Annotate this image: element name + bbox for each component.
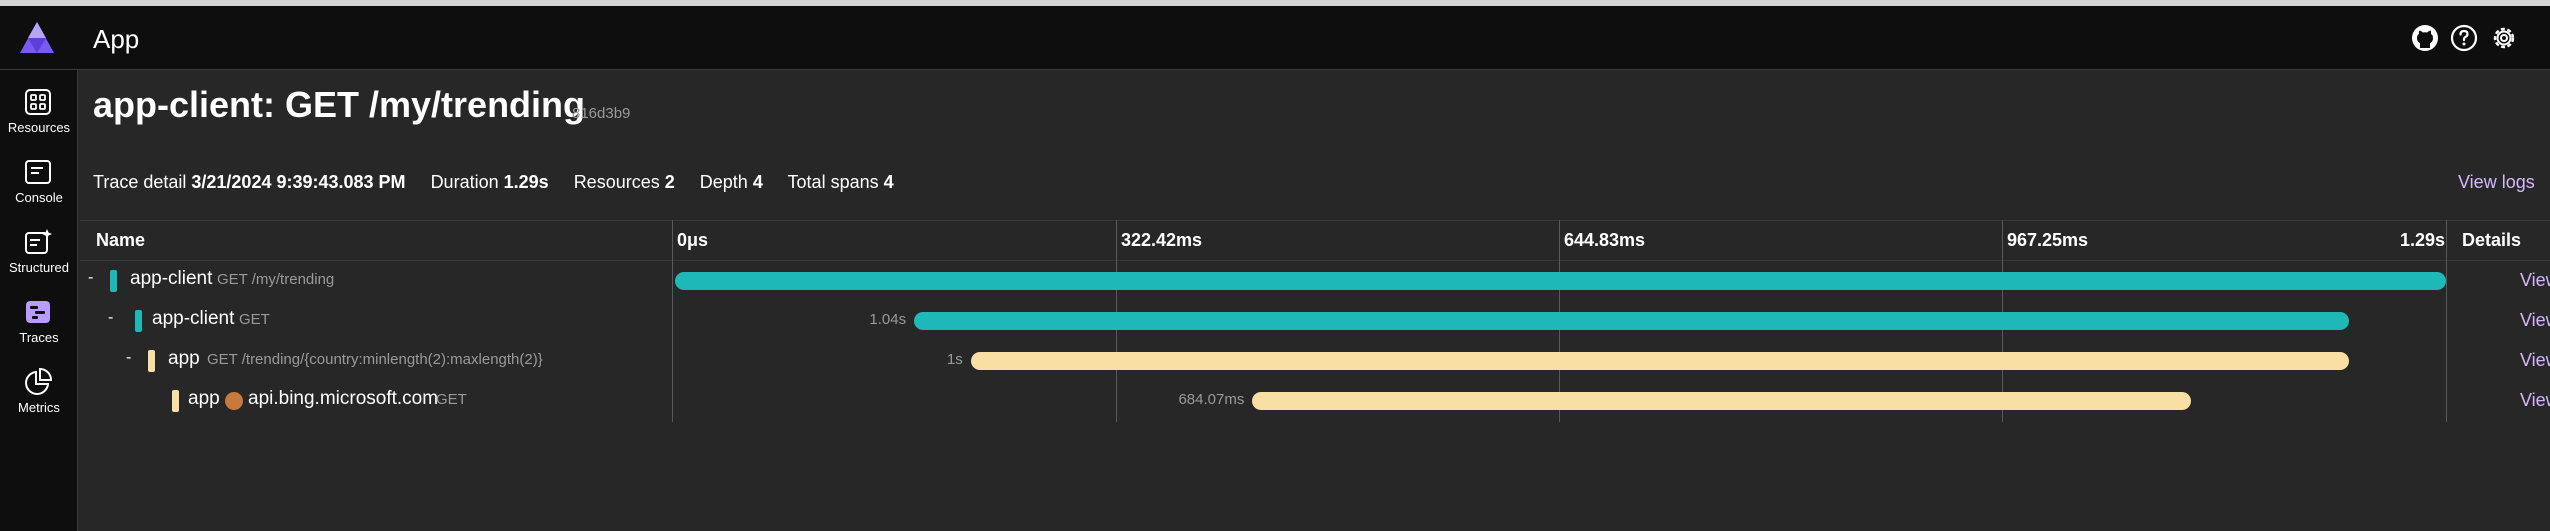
resources-field: Resources 2 bbox=[574, 172, 675, 192]
timeline-tick-4: 1.29s bbox=[2400, 230, 2446, 250]
sidebar-item-resources[interactable]: Resources bbox=[0, 80, 78, 142]
span-service-name: app bbox=[168, 348, 200, 369]
total-spans-value: 4 bbox=[883, 172, 894, 192]
span-service-name: app-client bbox=[152, 308, 235, 329]
console-icon bbox=[25, 160, 51, 184]
sidebar-item-label: Resources bbox=[7, 120, 71, 135]
settings-icon[interactable] bbox=[2488, 22, 2520, 54]
sidebar-item-label: Traces bbox=[19, 330, 59, 345]
span-row[interactable]: app api.bing.microsoft.com GET 684.07ms … bbox=[80, 381, 2550, 421]
span-operation: GET bbox=[239, 311, 270, 328]
span-operation: GET bbox=[436, 391, 467, 408]
table-header-border bbox=[80, 260, 2550, 261]
span-bar[interactable] bbox=[914, 312, 2349, 330]
resource-color-indicator bbox=[110, 270, 117, 292]
view-details-link[interactable]: View bbox=[2520, 390, 2550, 410]
table-top-border bbox=[80, 220, 2550, 221]
depth-value: 4 bbox=[752, 172, 763, 192]
span-bar[interactable] bbox=[1252, 392, 2191, 410]
metrics-icon bbox=[25, 368, 53, 395]
view-details-link[interactable]: View bbox=[2520, 350, 2550, 370]
collapse-toggle[interactable]: - bbox=[108, 309, 114, 326]
github-icon[interactable] bbox=[2409, 22, 2441, 54]
trace-summary: Trace detail 3/21/2024 9:39:43.083 PM Du… bbox=[93, 172, 914, 193]
sidebar-item-label: Metrics bbox=[18, 400, 60, 415]
window-top-strip bbox=[0, 0, 2550, 6]
timeline-tick-2: 644.83ms bbox=[1564, 230, 1646, 250]
span-duration: 1.04s bbox=[869, 311, 907, 328]
aspire-logo-icon[interactable] bbox=[18, 20, 56, 56]
sidebar-item-traces[interactable]: Traces bbox=[0, 290, 78, 352]
sidebar: Resources Console Structured Traces bbox=[0, 70, 78, 531]
resource-color-indicator bbox=[135, 310, 142, 332]
trace-detail-label: Trace detail bbox=[93, 172, 187, 192]
sidebar-item-structured[interactable]: Structured bbox=[0, 220, 78, 282]
top-header: App bbox=[0, 6, 2550, 70]
sidebar-item-metrics[interactable]: Metrics bbox=[0, 360, 78, 422]
resources-label: Resources bbox=[573, 172, 660, 192]
span-bar[interactable] bbox=[970, 352, 2349, 370]
page-title: app-client: GET /my/trending bbox=[93, 84, 586, 125]
total-spans-field: Total spans 4 bbox=[788, 172, 894, 192]
timeline-tick-0: 0μs bbox=[677, 230, 709, 250]
span-row[interactable]: - app GET /trending/{country:minlength(2… bbox=[80, 341, 2550, 381]
span-duration: 684.07ms bbox=[1178, 391, 1245, 408]
span-operation: GET /my/trending bbox=[217, 271, 335, 288]
structured-icon bbox=[25, 229, 52, 254]
sidebar-item-label: Structured bbox=[9, 260, 69, 275]
help-icon[interactable] bbox=[2448, 22, 2480, 54]
trace-detail-field: Trace detail 3/21/2024 9:39:43.083 PM bbox=[93, 172, 406, 192]
details-column-header: Details bbox=[2462, 230, 2522, 250]
app-title: App bbox=[93, 24, 140, 54]
sidebar-item-console[interactable]: Console bbox=[0, 150, 78, 212]
depth-label: Depth bbox=[699, 172, 748, 192]
span-row[interactable]: - app-client GET 1.04s View bbox=[80, 301, 2550, 341]
trace-id: 816d3b9 bbox=[572, 105, 631, 122]
resources-value: 2 bbox=[664, 172, 675, 192]
name-column-header[interactable]: Name bbox=[96, 230, 146, 250]
depth-field: Depth 4 bbox=[700, 172, 763, 192]
view-details-link[interactable]: View bbox=[2520, 310, 2550, 330]
span-bar[interactable] bbox=[675, 272, 2446, 290]
sidebar-item-label: Console bbox=[15, 190, 63, 205]
timeline-tick-3: 967.25ms bbox=[2007, 230, 2089, 250]
span-operation: GET /trending/{country:minlength(2):maxl… bbox=[207, 351, 543, 368]
view-details-link[interactable]: View bbox=[2520, 270, 2550, 290]
timeline-tick-1: 322.42ms bbox=[1121, 230, 1203, 250]
collapse-toggle[interactable]: - bbox=[88, 269, 94, 286]
span-service-name: app bbox=[188, 388, 220, 409]
outgoing-call-icon bbox=[225, 392, 243, 410]
timeline-gridline bbox=[672, 220, 673, 422]
duration-label: Duration bbox=[430, 172, 499, 192]
span-peer-name: api.bing.microsoft.com bbox=[248, 388, 439, 409]
span-row[interactable]: - app-client GET /my/trending View bbox=[80, 261, 2550, 301]
view-logs-link[interactable]: View logs bbox=[2458, 172, 2535, 192]
collapse-toggle[interactable]: - bbox=[126, 349, 132, 366]
span-duration: 1s bbox=[946, 351, 963, 368]
trace-detail-value: 3/21/2024 9:39:43.083 PM bbox=[191, 172, 406, 192]
duration-value: 1.29s bbox=[503, 172, 549, 192]
traces-icon bbox=[26, 301, 50, 323]
resources-icon bbox=[25, 89, 51, 115]
span-service-name: app-client bbox=[130, 268, 213, 289]
resource-color-indicator bbox=[148, 350, 155, 372]
total-spans-label: Total spans bbox=[787, 172, 879, 192]
resource-color-indicator bbox=[172, 390, 179, 412]
duration-field: Duration 1.29s bbox=[431, 172, 549, 192]
timeline-gridline bbox=[2446, 220, 2447, 422]
